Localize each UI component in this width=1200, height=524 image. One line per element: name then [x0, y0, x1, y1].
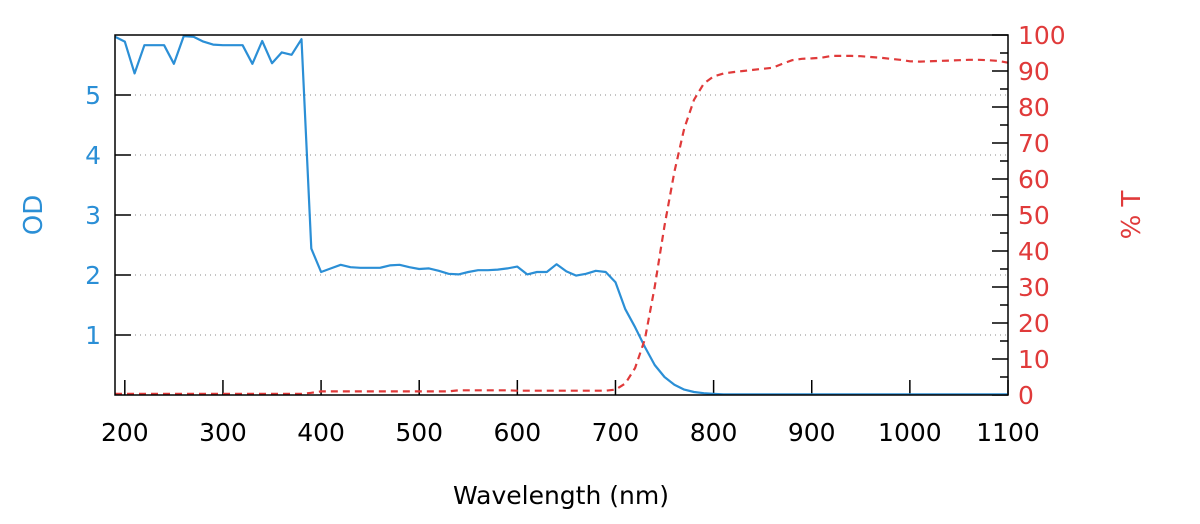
x-tick-label: 700	[592, 418, 640, 447]
x-axis-label: Wavelength (nm)	[453, 481, 669, 510]
right-tick-label: 30	[1018, 273, 1050, 302]
plot-frame	[114, 34, 1009, 396]
od-series-line	[114, 35, 1008, 396]
left-tick-label: 5	[85, 81, 101, 110]
right-tick-label: 10	[1018, 345, 1050, 374]
ticks	[115, 34, 1009, 396]
x-tick-label: 300	[199, 418, 247, 447]
right-tick-label: 0	[1018, 381, 1034, 410]
left-tick-label: 2	[85, 261, 101, 290]
right-tick-label: 60	[1018, 165, 1050, 194]
x-tick-label: 1000	[878, 418, 942, 447]
right-tick-label: 20	[1018, 309, 1050, 338]
left-tick-label: 3	[85, 201, 101, 230]
right-tick-label: 70	[1018, 129, 1050, 158]
right-tick-label: 50	[1018, 201, 1050, 230]
x-tick-label: 1100	[976, 418, 1040, 447]
right-tick-label: 100	[1018, 21, 1066, 50]
right-tick-label: 40	[1018, 237, 1050, 266]
left-tick-label: 4	[85, 141, 101, 170]
x-tick-label: 500	[395, 418, 443, 447]
right-tick-label: 90	[1018, 57, 1050, 86]
right-tick-label: 80	[1018, 93, 1050, 122]
x-tick-label: 400	[297, 418, 345, 447]
transmittance-series-line	[115, 54, 1009, 395]
x-tick-label: 200	[101, 418, 149, 447]
x-tick-label: 900	[788, 418, 836, 447]
right-axis-label: % T	[1117, 190, 1147, 239]
x-tick-label: 800	[690, 418, 738, 447]
grid	[115, 94, 1008, 336]
left-tick-label: 1	[85, 321, 101, 350]
left-axis-label: OD	[19, 195, 49, 236]
x-tick-label: 600	[493, 418, 541, 447]
